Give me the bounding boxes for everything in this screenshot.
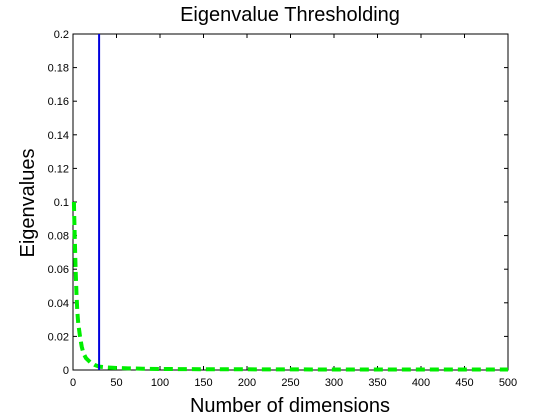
x-tick-label: 300 [325,377,343,389]
y-tick-label: 0.2 [54,29,69,41]
y-tick-label: 0 [63,365,69,377]
x-axis: 0 50 100 150 200 250 300 350 400 450 500 [70,34,517,389]
y-tick-label: 0.14 [48,130,69,142]
x-tick-label: 150 [194,377,212,389]
x-tick-label: 250 [281,377,299,389]
x-tick-label: 350 [368,377,386,389]
x-tick-label: 0 [70,377,76,389]
y-tick-label: 0.06 [48,264,69,276]
y-tick-label: 0.16 [48,96,69,108]
eigenvalue-series-line [71,201,508,372]
x-tick-label: 450 [455,377,473,389]
y-tick-label: 0.08 [48,231,69,243]
x-tick-label: 50 [110,377,122,389]
x-tick-label: 400 [412,377,430,389]
x-axis-label: Number of dimensions [190,395,390,417]
y-tick-label: 0.12 [48,163,69,175]
series-layer [71,34,508,372]
y-axis-label: Eigenvalues [17,149,39,258]
x-tick-label: 500 [499,377,517,389]
x-tick-label: 100 [151,377,169,389]
y-tick-label: 0.02 [48,331,69,343]
y-axis: 0 0.02 0.04 0.06 0.08 0.1 0.12 0.14 0.16 0.18 0.2 [48,29,508,377]
x-tick-label: 200 [238,377,256,389]
y-tick-label: 0.04 [48,298,69,310]
chart-title: Eigenvalue Thresholding [180,4,400,26]
y-tick-label: 0.1 [54,197,69,209]
y-tick-label: 0.18 [48,63,69,75]
